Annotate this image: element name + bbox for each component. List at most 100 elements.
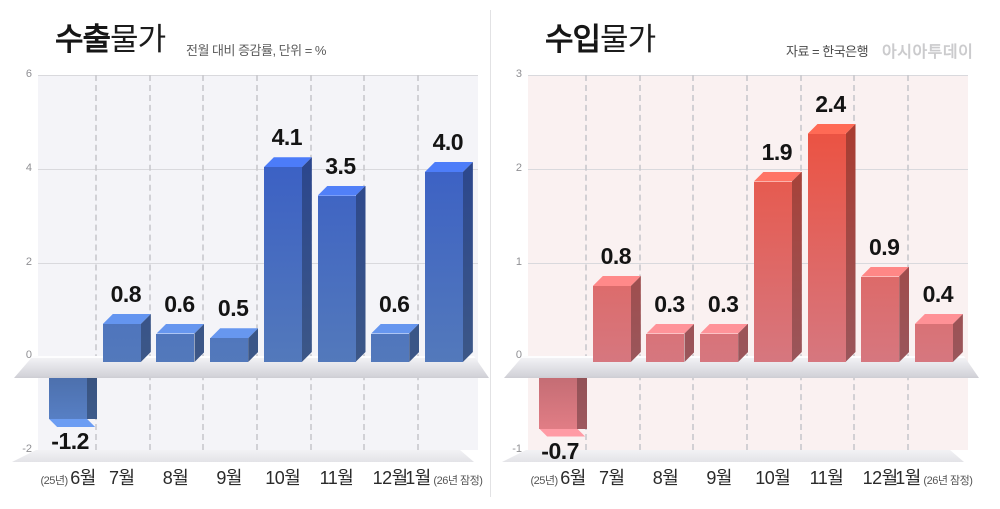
bar-front-face bbox=[263, 167, 302, 362]
bar-front-face bbox=[592, 286, 631, 362]
bar-side-face bbox=[684, 324, 694, 363]
month-label: 11월 bbox=[747, 464, 907, 490]
month-label: 9월 bbox=[639, 464, 799, 490]
month-label-text: 9월 bbox=[216, 468, 242, 488]
bar-value-label: 0.9 bbox=[868, 233, 900, 260]
gridline-horizontal bbox=[528, 262, 968, 264]
bar-side-face bbox=[356, 186, 366, 362]
bar-top-face bbox=[754, 172, 802, 182]
month-label-text: 11월 bbox=[809, 468, 844, 488]
bar-top-face bbox=[593, 276, 641, 286]
month-label-text: 1월 bbox=[405, 468, 431, 488]
bar-front-face bbox=[210, 338, 249, 362]
month-label: 11월 bbox=[257, 464, 417, 490]
month-label: 8월 bbox=[585, 464, 745, 490]
bar-top-face bbox=[861, 267, 909, 277]
month-label: (25년) 6월 bbox=[0, 464, 148, 490]
bar-front-face bbox=[102, 324, 141, 362]
bar-side-face bbox=[899, 267, 909, 363]
bar-front-face bbox=[914, 324, 953, 362]
bar-value-label: -1.2 bbox=[51, 428, 89, 454]
month-label: 7월 bbox=[532, 464, 692, 490]
month-label-text: 12월 bbox=[862, 468, 899, 488]
data-source-label: 자료 = 한국은행 bbox=[786, 44, 869, 59]
month-label-text: 7월 bbox=[109, 468, 135, 488]
export-title-light: 물가 bbox=[110, 22, 166, 57]
bar-value-label: 4.1 bbox=[271, 124, 303, 151]
export-chart-title: 수출물가 bbox=[55, 22, 166, 58]
month-label-text: 7월 bbox=[599, 468, 625, 488]
bar-front-face bbox=[424, 172, 463, 362]
bar-value-label: 4.0 bbox=[432, 129, 464, 155]
bar-value-label: 0.4 bbox=[922, 281, 954, 307]
bar-value-label: 0.5 bbox=[217, 295, 249, 322]
bar-top-face bbox=[371, 324, 419, 334]
month-label-text: 6월 bbox=[560, 468, 586, 488]
bar-top-face bbox=[210, 328, 258, 338]
year-prefix-note: (25년) bbox=[40, 475, 71, 487]
import-chart-title: 수입물가 bbox=[545, 22, 656, 58]
gridline-vertical-dashed bbox=[746, 75, 748, 450]
month-label-text: 11월 bbox=[319, 468, 354, 488]
bar-front-face bbox=[646, 333, 685, 362]
year-suffix-note: (26년 잠정) bbox=[920, 475, 973, 487]
y-tick-label: 1 bbox=[515, 255, 522, 268]
publisher-watermark: 아시아투데이 bbox=[882, 44, 974, 61]
bar-front-face bbox=[753, 181, 792, 362]
bar-side-face bbox=[302, 157, 312, 362]
y-tick-label: 4 bbox=[25, 161, 32, 174]
gridline-vertical-dashed bbox=[585, 75, 587, 450]
bar-value-label: 0.3 bbox=[707, 290, 739, 317]
bar-value-label: -0.7 bbox=[541, 437, 579, 464]
y-tick-label: -2 bbox=[22, 443, 32, 455]
bar-side-face bbox=[577, 356, 588, 429]
bar-value-label: 0.8 bbox=[110, 281, 142, 307]
y-tick-label: 0 bbox=[515, 349, 522, 362]
bar-side-face bbox=[631, 276, 641, 362]
month-label: 10월 bbox=[203, 464, 363, 490]
import-title-bold: 수입 bbox=[545, 22, 601, 57]
bar-side-face bbox=[194, 324, 204, 363]
gridline-horizontal bbox=[528, 168, 968, 170]
bar-side-face bbox=[409, 324, 419, 363]
bar-side-face bbox=[792, 172, 802, 363]
bar-top-face bbox=[264, 157, 312, 167]
bar-top-face bbox=[103, 314, 151, 324]
gridline-horizontal bbox=[528, 75, 968, 76]
bar-bottom-face bbox=[539, 428, 586, 437]
floor-platform bbox=[14, 356, 489, 378]
bar-front-face bbox=[807, 134, 846, 362]
bar-value-label: 2.4 bbox=[815, 91, 846, 117]
bar-side-face bbox=[87, 356, 98, 419]
bar-value-label: 0.6 bbox=[164, 290, 195, 317]
base-platform bbox=[12, 450, 474, 462]
y-tick-label: 6 bbox=[25, 68, 32, 80]
gridline-vertical-dashed bbox=[907, 75, 909, 450]
month-label: 8월 bbox=[95, 464, 255, 490]
gridline-vertical-dashed bbox=[692, 75, 695, 450]
month-label-text: 1월 bbox=[895, 468, 921, 488]
y-tick-label: -1 bbox=[512, 443, 522, 455]
month-label: 1월 (26년 잠정) bbox=[364, 464, 524, 490]
bar-side-face bbox=[463, 162, 473, 362]
bar-front-face bbox=[371, 333, 410, 362]
base-platform bbox=[502, 450, 964, 462]
bar-top-face bbox=[808, 124, 856, 134]
y-tick-label: 3 bbox=[515, 68, 522, 80]
import-chart-plot: 3 2 1 0 -1 -0.7 0.8 0.3 0.3 1.9 2.4 0.9 0.4 (25년) 6월 7… bbox=[490, 0, 1000, 509]
bar-side-face bbox=[248, 328, 258, 362]
month-label: (25년) 6월 bbox=[478, 464, 638, 490]
bar-front-face bbox=[317, 195, 356, 362]
gridline-horizontal bbox=[38, 168, 478, 170]
bar-value-label: 0.8 bbox=[600, 243, 632, 269]
month-label: 12월 bbox=[310, 464, 470, 490]
export-chart-plot: 6 4 2 0 -2 -1.2 0.8 0.6 0.5 4.1 3.5 0.6 4.0 (25년) 6월 7… bbox=[0, 0, 490, 509]
month-label-text: 10월 bbox=[755, 468, 791, 488]
month-label: 12월 bbox=[800, 464, 960, 490]
month-label-text: 10월 bbox=[265, 468, 301, 488]
bar-front-face bbox=[156, 333, 195, 362]
month-label-text: 6월 bbox=[70, 468, 96, 488]
bar-top-face bbox=[318, 186, 366, 196]
panel-divider bbox=[490, 10, 491, 497]
